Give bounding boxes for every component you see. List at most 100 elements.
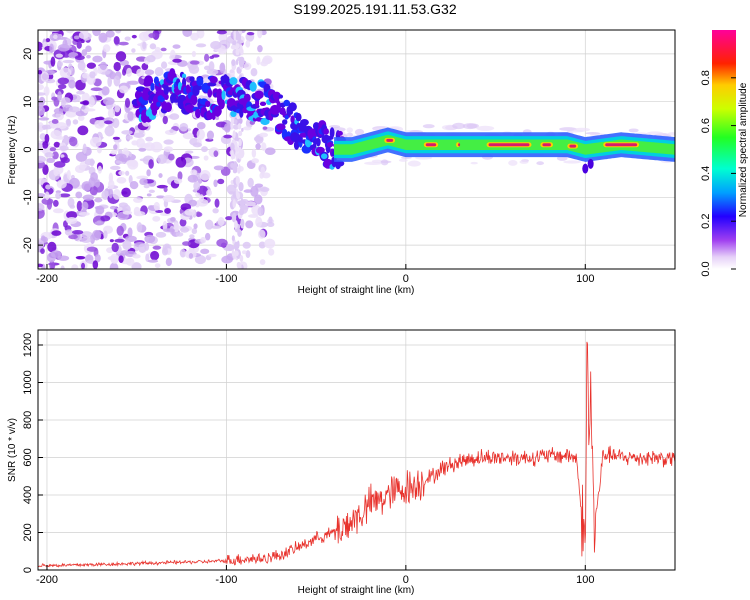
noise-blob xyxy=(247,177,254,188)
noise-blob xyxy=(101,190,110,200)
noise-blob xyxy=(144,234,156,244)
noise-blob xyxy=(81,49,88,56)
noise-blob xyxy=(257,30,263,39)
noise-blob xyxy=(242,126,252,131)
noise-blob xyxy=(115,51,127,62)
noise-blob xyxy=(75,151,88,162)
spec-ytick-label-3: -10 xyxy=(22,189,34,205)
noise-blob xyxy=(259,172,264,179)
noise-blob xyxy=(162,195,175,203)
noise-blob xyxy=(150,250,160,261)
noise-stripe-blob xyxy=(237,167,241,174)
ridge-blob xyxy=(243,93,251,102)
noise-blob xyxy=(208,253,217,258)
noise-blob xyxy=(145,253,150,262)
noise-blob xyxy=(57,91,62,102)
noise-blob xyxy=(77,61,86,71)
noise-blob xyxy=(107,108,116,119)
noise-blob xyxy=(205,219,214,230)
ridge-blob xyxy=(221,90,226,101)
noise-blob xyxy=(129,181,139,190)
noise-blob xyxy=(94,221,105,226)
ridge-blob xyxy=(288,102,297,112)
noise-blob xyxy=(38,208,45,219)
noise-blob xyxy=(132,254,141,259)
noise-blob xyxy=(39,133,47,141)
spec-ytick-label-4: -20 xyxy=(22,237,34,253)
noise-blob xyxy=(131,34,137,39)
noise-blob xyxy=(179,248,187,258)
snr-grid xyxy=(38,330,675,571)
noise-blob xyxy=(92,30,101,37)
noise-blob xyxy=(242,241,251,249)
noise-blob xyxy=(217,178,225,185)
noise-blob xyxy=(88,177,96,188)
noise-blob xyxy=(80,231,93,239)
spec-xtick-label-2: 0 xyxy=(403,273,409,285)
noise-blob xyxy=(76,90,85,95)
noise-blob xyxy=(109,165,121,171)
noise-blob xyxy=(66,169,71,180)
ridge-blob xyxy=(229,77,238,86)
noise-blob xyxy=(126,67,133,77)
snr-x-axis-label: Height of straight line (km) xyxy=(298,585,415,596)
noise-blob xyxy=(80,237,92,243)
ridge-blob xyxy=(209,76,218,84)
ridge-blob xyxy=(259,101,267,106)
noise-blob xyxy=(38,41,43,52)
ridge-blob xyxy=(218,98,225,110)
colorbar-label: Normalized spectral amplitude xyxy=(738,82,749,217)
noise-blob xyxy=(193,223,198,230)
colorbar-gradient xyxy=(712,30,736,269)
noise-blob xyxy=(152,30,160,41)
noise-stripe-blob xyxy=(236,261,241,269)
noise-blob xyxy=(57,61,63,67)
noise-blob xyxy=(173,222,180,233)
noise-stripe-blob xyxy=(241,127,244,132)
noise-blob xyxy=(246,32,255,36)
noise-blob xyxy=(266,221,275,227)
ridge-blob xyxy=(315,137,321,147)
noise-band-blob xyxy=(470,161,478,165)
noise-blob xyxy=(139,143,151,148)
ridge-blob xyxy=(272,91,281,101)
noise-blob xyxy=(154,46,161,53)
noise-blob xyxy=(160,47,167,52)
noise-blob xyxy=(60,154,65,158)
noise-blob xyxy=(217,217,225,227)
ridge-blob xyxy=(275,123,286,131)
noise-blob xyxy=(127,80,139,85)
snr-xtick-label-3: 100 xyxy=(576,574,594,586)
noise-blob xyxy=(245,220,254,229)
noise-blob xyxy=(55,136,65,140)
noise-blob xyxy=(68,106,81,113)
snr-xtick-label-2: 0 xyxy=(403,574,409,586)
noise-blob xyxy=(200,248,210,255)
noise-blob xyxy=(53,34,58,39)
noise-blob xyxy=(219,62,226,74)
noise-blob xyxy=(250,185,259,197)
noise-blob xyxy=(98,32,108,43)
ridge-blob xyxy=(254,90,264,100)
noise-blob xyxy=(210,41,222,50)
noise-stripe-blob xyxy=(234,220,238,230)
noise-blob xyxy=(133,132,145,138)
noise-blob xyxy=(191,50,196,58)
noise-blob xyxy=(103,230,108,239)
noise-blob xyxy=(165,257,172,267)
noise-blob xyxy=(182,241,191,246)
noise-blob xyxy=(147,259,159,263)
noise-blob xyxy=(53,199,59,207)
noise-blob xyxy=(73,35,80,40)
noise-blob xyxy=(131,48,136,53)
noise-blob xyxy=(154,67,164,77)
noise-blob xyxy=(53,107,64,114)
noise-blob xyxy=(92,55,103,63)
noise-stripe-blob xyxy=(232,212,236,220)
noise-blob xyxy=(259,132,269,138)
noise-blob xyxy=(201,146,208,153)
ridge-dip-0 xyxy=(582,163,589,174)
noise-blob xyxy=(104,125,115,137)
noise-blob xyxy=(251,158,259,164)
noise-blob xyxy=(52,208,64,214)
